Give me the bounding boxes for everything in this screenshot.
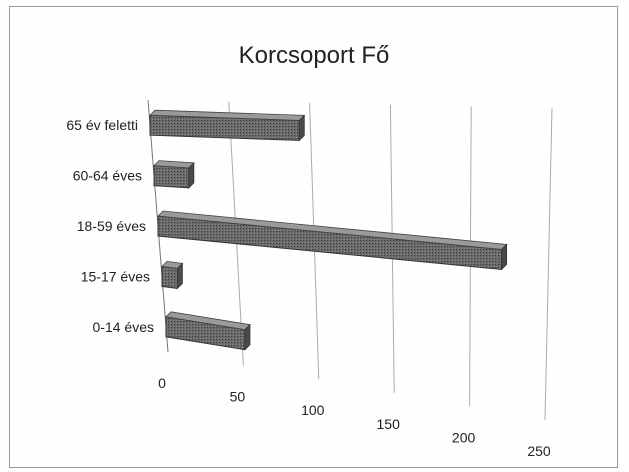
category-label: 60-64 éves xyxy=(73,168,142,184)
x-tick-label: 0 xyxy=(158,375,166,391)
x-tick-label: 50 xyxy=(230,389,246,405)
grid-line-250 xyxy=(544,107,553,421)
category-label: 15-17 éves xyxy=(81,268,150,284)
bar-end-face xyxy=(298,114,305,142)
bar-end-face xyxy=(177,262,183,290)
x-tick-label: 100 xyxy=(301,402,325,418)
bar-end-face xyxy=(244,323,251,351)
bars xyxy=(149,109,508,351)
category-label: 18-59 éves xyxy=(77,218,146,234)
bar-60-64-éves xyxy=(153,165,190,189)
bar-end-face xyxy=(188,161,195,189)
category-label: 65 év feletti xyxy=(66,117,138,133)
tick-labels: 0 50 100 150 200 250 xyxy=(158,375,551,459)
x-tick-label: 200 xyxy=(452,429,476,445)
category-label: 0-14 éves xyxy=(93,319,154,335)
bar-15-17-éves xyxy=(161,265,178,289)
category-labels: 65 év feletti 60-64 éves 18-59 éves 15-17 é… xyxy=(66,117,154,335)
chart-title: Korcsoport Fő xyxy=(239,42,390,69)
x-tick-label: 250 xyxy=(527,443,551,459)
bar-end-face xyxy=(501,243,508,271)
x-tick-label: 150 xyxy=(377,416,401,432)
